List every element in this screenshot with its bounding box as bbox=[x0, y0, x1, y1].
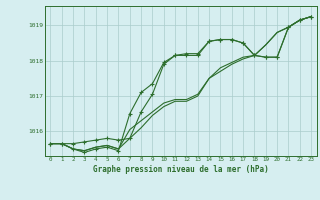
X-axis label: Graphe pression niveau de la mer (hPa): Graphe pression niveau de la mer (hPa) bbox=[93, 165, 269, 174]
